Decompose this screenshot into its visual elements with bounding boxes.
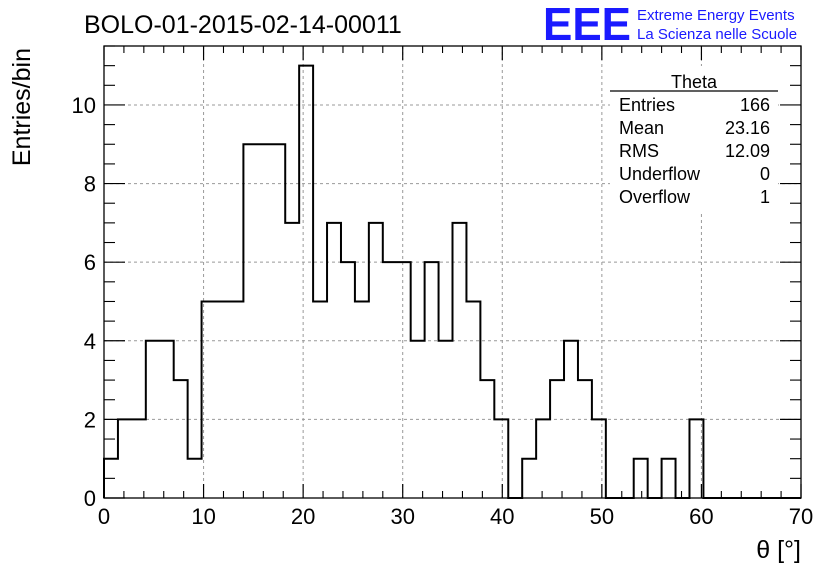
stats-row-value: 0 [760, 164, 770, 184]
stats-box: Theta Entries 166 Mean 23.16 RMS 12.09 Underfl… [610, 66, 778, 214]
x-tick-label: 70 [789, 504, 813, 529]
histogram-bin [411, 341, 425, 498]
histogram-bin [439, 341, 453, 498]
histogram-bin [355, 301, 369, 498]
y-tick-label: 0 [84, 486, 96, 511]
histogram-bin [285, 223, 299, 498]
y-tick-label: 4 [84, 329, 96, 354]
histogram-bin [550, 380, 564, 498]
histogram-bin [216, 301, 230, 498]
histogram-bin [466, 301, 480, 498]
histogram-bin [592, 419, 606, 498]
stats-row-value: 166 [740, 95, 770, 115]
histogram-bin [383, 262, 397, 498]
histogram-bin [397, 262, 411, 498]
histogram-bin [494, 419, 508, 498]
histogram-bin [578, 380, 592, 498]
chart-title: BOLO-01-2015-02-14-00011 [84, 11, 402, 39]
histogram-bin [160, 341, 174, 498]
histogram-bin [341, 262, 355, 498]
histogram-bin [188, 459, 202, 498]
histogram-bin [243, 144, 257, 498]
y-tick-label: 6 [84, 250, 96, 275]
y-tick-label: 10 [72, 93, 96, 118]
histogram-bin [271, 144, 285, 498]
stats-row-label: Entries [619, 95, 675, 115]
y-tick-label: 8 [84, 172, 96, 197]
histogram-bin [132, 419, 146, 498]
histogram-bin [536, 419, 550, 498]
histogram-bin [634, 459, 648, 498]
histogram-bin [299, 66, 313, 498]
stats-box-rows: Entries 166 Mean 23.16 RMS 12.09 Underflow 0 Ove… [619, 95, 770, 207]
x-tick-label: 10 [191, 504, 215, 529]
axis-ticks [103, 45, 802, 499]
histogram-bin [229, 301, 243, 498]
stats-row-value: 23.16 [725, 118, 770, 138]
histogram-bin [146, 341, 160, 498]
x-axis-label: θ [°] [756, 536, 801, 564]
x-tick-labels: 0 10 20 30 40 50 60 70 [98, 504, 813, 529]
histogram-bin [480, 380, 494, 498]
x-tick-label: 50 [590, 504, 614, 529]
stats-row-label: Underflow [619, 164, 701, 184]
x-tick-label: 20 [291, 504, 315, 529]
histogram-bin [425, 262, 439, 498]
histogram-bin [662, 459, 676, 498]
histogram-bin [118, 419, 132, 498]
x-tick-label: 30 [390, 504, 414, 529]
histogram-bin [522, 459, 536, 498]
histogram-bin [257, 144, 271, 498]
stats-row-value: 1 [760, 187, 770, 207]
y-tick-labels: 0 2 4 6 8 10 [72, 93, 96, 511]
histogram-bin [564, 341, 578, 498]
stats-row-label: Overflow [619, 187, 691, 207]
histogram-bin [453, 223, 467, 498]
histogram-bin [369, 223, 383, 498]
stats-box-title: Theta [671, 72, 718, 92]
y-tick-label: 2 [84, 407, 96, 432]
histogram-bin [313, 301, 327, 498]
logo-line-2: La Scienza nelle Scuole [637, 26, 797, 43]
x-tick-label: 0 [98, 504, 110, 529]
histogram-bin [327, 223, 341, 498]
plot-frame [103, 45, 802, 499]
stats-row-label: RMS [619, 141, 659, 161]
stats-row-value: 12.09 [725, 141, 770, 161]
histogram-bin [174, 380, 188, 498]
eee-logo: EEE Extreme Energy Events La Scienza nel… [543, 0, 797, 50]
stats-row-label: Mean [619, 118, 664, 138]
y-axis-label: Entries/bin [8, 48, 36, 166]
x-tick-label: 60 [689, 504, 713, 529]
x-tick-label: 40 [490, 504, 514, 529]
logo-line-1: Extreme Energy Events [637, 7, 795, 24]
logo-letters: EEE [543, 0, 631, 50]
histogram-bin [202, 301, 216, 498]
